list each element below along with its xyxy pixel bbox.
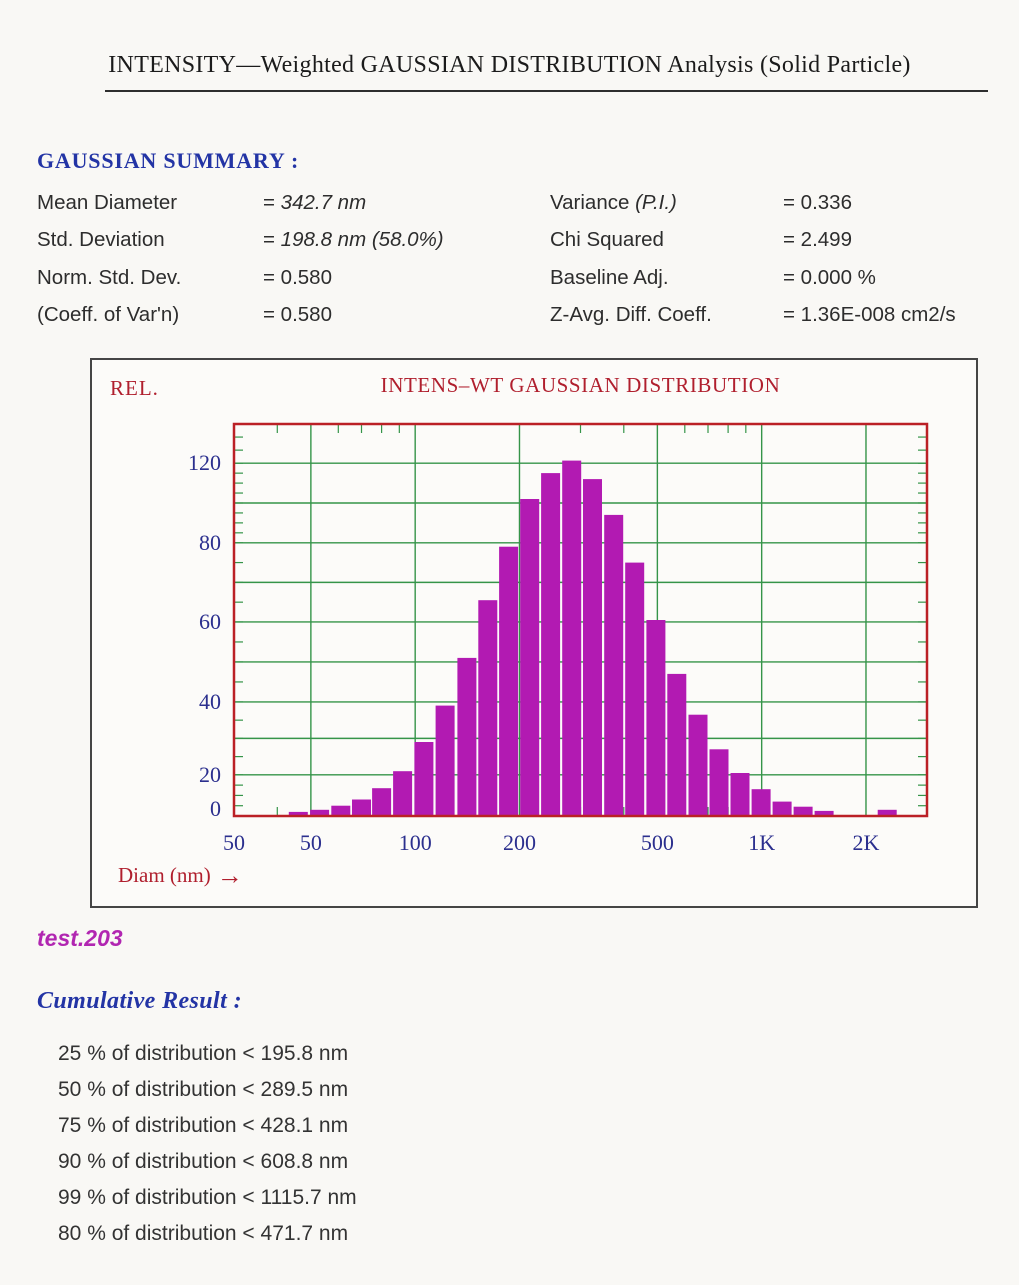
- histogram-bar: [457, 657, 477, 816]
- histogram-bar: [288, 811, 308, 816]
- y-tick-label: 0: [210, 796, 221, 821]
- histogram-bar: [772, 801, 792, 816]
- histogram-bar: [331, 805, 351, 816]
- summary-row: Norm. Std. Dev. = 0.580: [37, 259, 444, 297]
- histogram-bar: [877, 809, 897, 816]
- cumulative-heading: Cumulative Result :: [37, 988, 242, 1014]
- summary-label: Baseline Adj.: [550, 265, 669, 289]
- x-tick-label: 2K: [853, 830, 880, 855]
- summary-row: Z-Avg. Diff. Coeff. = 1.36E-008 cm2/s: [550, 297, 956, 335]
- histogram-bar: [520, 499, 540, 816]
- summary-value: = 198.8 nm (58.0%): [263, 228, 444, 252]
- summary-label: Z-Avg. Diff. Coeff.: [550, 303, 712, 327]
- histogram-bar: [352, 799, 371, 816]
- histogram-bar: [667, 673, 687, 816]
- summary-row: (Coeff. of Var'n) = 0.580: [37, 297, 444, 335]
- x-axis-title: Diam (nm) →: [118, 861, 243, 891]
- histogram-bar: [499, 546, 519, 816]
- summary-row: Mean Diameter = 342.7 nm: [37, 184, 444, 222]
- histogram-bar: [625, 562, 645, 816]
- histogram-bar: [709, 749, 729, 816]
- cumulative-results-list: 25 % of distribution < 195.8 nm 50 % of d…: [58, 1036, 357, 1252]
- summary-row: Chi Squared = 2.499: [550, 222, 956, 260]
- summary-heading: GAUSSIAN SUMMARY :: [37, 148, 300, 173]
- cumulative-row: 50 % of distribution < 289.5 nm: [58, 1078, 349, 1101]
- summary-value: = 2.499: [783, 228, 852, 252]
- summary-value: = 0.580: [263, 303, 332, 327]
- histogram-bar: [372, 788, 392, 816]
- histogram-bar: [814, 810, 834, 816]
- page-title: INTENSITY—Weighted GAUSSIAN DISTRIBUTION…: [108, 52, 911, 78]
- plot-border: [232, 422, 929, 818]
- summary-right-column: Variance (P.I.) = 0.336 Chi Squared = 2.499…: [550, 184, 956, 334]
- cumulative-row: 99 % of distribution < 1115.7 nm: [58, 1186, 357, 1209]
- x-tick-label: 100: [399, 830, 432, 855]
- cumulative-row: 90 % of distribution < 608.8 nm: [58, 1150, 349, 1173]
- x-tick-label: 200: [503, 830, 536, 855]
- histogram-bar: [583, 479, 602, 816]
- histogram-bar: [393, 771, 413, 816]
- summary-value: = 342.7 nm: [263, 190, 367, 214]
- y-tick-label: 80: [199, 530, 221, 555]
- x-tick-label: 1K: [748, 830, 775, 855]
- cumulative-row: 25 % of distribution < 195.8 nm: [58, 1042, 349, 1065]
- histogram-bar: [604, 514, 624, 816]
- histogram-bar: [478, 600, 498, 816]
- summary-row: Baseline Adj. = 0.000 %: [550, 259, 956, 297]
- summary-row: Std. Deviation = 198.8 nm (58.0%): [37, 222, 444, 260]
- summary-label: Mean Diameter: [37, 190, 178, 214]
- y-tick-label: 40: [199, 689, 221, 714]
- summary-value: = 0.580: [263, 265, 332, 289]
- y-tick-label: 60: [199, 609, 221, 634]
- title-underline: [105, 90, 988, 92]
- y-tick-label: 20: [199, 762, 221, 787]
- cumulative-row: 80 % of distribution < 471.7 nm: [58, 1222, 349, 1245]
- summary-left-column: Mean Diameter = 342.7 nm Std. Deviation = 1…: [37, 184, 444, 334]
- histogram-bar: [730, 773, 750, 816]
- x-tick-label: 500: [641, 830, 674, 855]
- summary-label: Norm. Std. Dev.: [37, 265, 182, 289]
- histogram-bar: [688, 714, 708, 816]
- histogram-bar: [793, 806, 813, 816]
- histogram-bar: [646, 620, 666, 816]
- right-arrow-icon: →: [216, 861, 243, 890]
- histogram-bar: [414, 742, 434, 816]
- summary-row: Variance (P.I.) = 0.336: [550, 184, 956, 222]
- histogram-bar: [541, 473, 561, 816]
- cumulative-row: 75 % of distribution < 428.1 nm: [58, 1114, 349, 1137]
- x-axis-title-text: Diam (nm): [118, 863, 211, 887]
- x-tick-label: 50: [223, 830, 245, 855]
- summary-value: = 0.000 %: [783, 265, 876, 289]
- summary-value: = 1.36E-008 cm2/s: [783, 303, 956, 327]
- y-axis-title: REL.: [110, 376, 159, 400]
- y-tick-label: 120: [188, 450, 221, 475]
- file-label: test.203: [37, 925, 123, 951]
- summary-label: Chi Squared: [550, 228, 664, 252]
- chart-title: INTENS–WT GAUSSIAN DISTRIBUTION: [380, 373, 781, 397]
- histogram-bar: [310, 809, 330, 816]
- histogram-bar: [751, 789, 771, 816]
- summary-label: Variance (P.I.): [550, 190, 677, 214]
- summary-label: Std. Deviation: [37, 228, 165, 252]
- histogram-bar: [435, 705, 455, 816]
- x-tick-label: 50: [300, 830, 322, 855]
- histogram-bar: [562, 460, 582, 816]
- summary-label: (Coeff. of Var'n): [37, 303, 180, 327]
- distribution-chart: 50 50 100 200 500 1K 2K 0 20 40 60 80 120: [188, 422, 929, 855]
- summary-value: = 0.336: [783, 190, 852, 214]
- chart-panel: 50 50 100 200 500 1K 2K 0 20 40 60 80 120 REL. INTEN…: [90, 358, 978, 908]
